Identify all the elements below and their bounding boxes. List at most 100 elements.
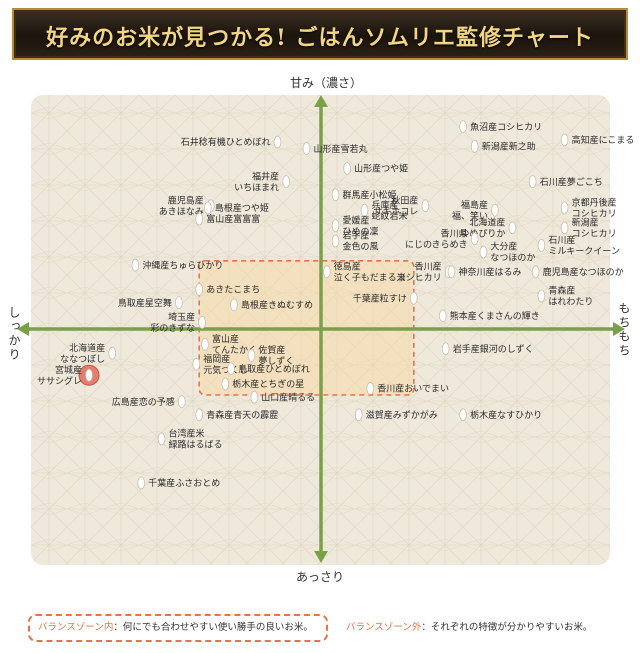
rice-point: 鳥取産星空舞: [118, 296, 183, 310]
rice-point-label: ひめの凜: [343, 225, 379, 237]
rice-point: 石川産夢ごこち: [528, 175, 603, 189]
rice-grain-marker: [331, 219, 340, 233]
rice-point-label: 広島産恋の予感: [112, 396, 175, 408]
rice-point-label: 山形産つや姫: [354, 163, 408, 175]
rice-grain-marker: [447, 265, 456, 279]
rice-point-label: 石川産夢ごこち: [540, 176, 603, 188]
rice-grain-marker: [354, 408, 363, 422]
rice-point-label: 鳥取産ひとめぼれ: [238, 363, 310, 375]
rice-point: 沖縄産ちゅらひかり: [131, 258, 223, 272]
rice-point-label: 栃木産なすひかり: [470, 409, 542, 421]
rice-point-label: いちほまれ: [234, 182, 279, 193]
rice-grain-marker: [192, 357, 201, 371]
rice-point-label: 鳥取産星空舞: [118, 297, 172, 309]
rice-grain-marker: [560, 221, 569, 235]
rice-grain-marker: [459, 408, 467, 422]
axis-label-top: 甘み（濃さ）: [290, 76, 363, 90]
rice-point-label: 滋賀産みずかがみ: [366, 409, 438, 421]
rice-point: 魚沼産コシヒカリ: [459, 120, 542, 133]
legend-balance-desc: ：何にでも合わせやすい使い勝手の良いお米。: [113, 622, 313, 633]
rice-point-label: 鹿児島産なつほのか: [543, 266, 624, 278]
rice-point-label: 金色の風: [343, 241, 379, 253]
legend-outside-desc: ：それぞれの特徴が分かりやすいお米。: [421, 622, 593, 633]
rice-grain-marker: [438, 309, 447, 323]
rice-point-label: 島根産つや姫: [215, 202, 269, 214]
rice-grain-marker: [157, 432, 166, 446]
rice-point: 千葉産ふさおとめ: [137, 476, 220, 490]
rice-point-label: 元気つくし: [203, 364, 248, 376]
rice-point: 高知産にこまる: [560, 133, 634, 147]
rice-point-label: 京都丹後産: [572, 197, 617, 209]
rice-grain-marker: [441, 342, 450, 356]
rice-grain-marker: [322, 265, 331, 279]
rice-point: 香川産おいでまい: [366, 381, 449, 395]
rice-point-label: 台湾産米: [169, 428, 205, 440]
rice-point-label: 青森産青天の霹靂: [206, 409, 278, 421]
rice-grain-marker: [247, 348, 256, 362]
rice-point-label: 福、笑い: [452, 210, 488, 222]
rice-grain-marker: [343, 161, 351, 175]
rice-point-label: 兵庫産: [372, 199, 399, 211]
rice-point-label: 石井稔有機ひとめぼれ: [181, 136, 271, 148]
rice-point-label: 秋田産: [391, 195, 418, 207]
rice-point: 広島産恋の予感: [112, 395, 186, 409]
rice-grain-marker: [479, 245, 488, 259]
rice-point-label: 夢しずく: [258, 355, 294, 367]
rice-point: 栃木産なすひかり: [459, 408, 542, 422]
rice-point-label: 香川産おいでまい: [377, 383, 449, 395]
rice-point: 島根産つや姫: [204, 201, 269, 215]
rice-point: 島根産きぬむすめ: [230, 298, 313, 312]
rice-grain-marker: [331, 188, 340, 202]
rice-grain-marker: [227, 362, 235, 376]
rice-point-label: 宮城産: [55, 364, 82, 376]
rice-point-label: あきほなみ: [159, 207, 204, 218]
rice-grain-marker: [230, 298, 238, 312]
rice-grain-marker: [108, 346, 116, 360]
rice-point-label: 群馬産小松姫: [343, 189, 397, 201]
rice-point-label: 富山産富富富: [206, 213, 260, 225]
rice-grain-marker: [250, 390, 259, 404]
rice-grain-marker: [470, 139, 479, 153]
y-axis-arrow-bottom: [314, 551, 328, 563]
rice-point-label: あきたこまち: [206, 285, 260, 296]
rice-grain-marker: [531, 265, 540, 279]
rice-grain-marker: [175, 296, 183, 310]
rice-grain-marker: [195, 408, 204, 422]
rice-point: 鹿児島産なつほのか: [531, 265, 624, 279]
rice-point-label: 佐賀産: [258, 344, 285, 356]
rice-point-label: 蛇紋岩米: [372, 210, 408, 222]
rice-point-label: 北海道産: [69, 342, 105, 354]
rice-point: 神奈川産はるみ: [447, 265, 522, 279]
rice-grain-marker: [302, 142, 311, 156]
rice-point-label: コシヒカリ: [397, 273, 442, 284]
rice-point-label: 富山産: [212, 333, 239, 345]
rice-point: 山形産雪若丸: [302, 142, 368, 156]
rice-point: 新潟産新之助: [470, 139, 536, 153]
rice-point-label: 彩のきずな: [150, 323, 195, 334]
rice-point-label: 岩手産銀河のしずく: [453, 343, 534, 355]
rice-point: 岩手産銀河のしずく: [441, 342, 534, 356]
x-axis-arrow-left: [17, 322, 29, 336]
rice-grain-marker: [537, 289, 546, 303]
rice-grain-marker: [360, 203, 369, 217]
rice-point-label: 魚沼産コシヒカリ: [470, 121, 542, 133]
rice-grain-marker: [85, 368, 93, 382]
rice-grain-marker: [508, 221, 517, 235]
rice-point-label: 千葉産ふさおとめ: [148, 477, 220, 489]
rice-point-label: ササシグレ: [37, 375, 82, 387]
rice-point-label: 緑路はるばる: [169, 439, 223, 451]
rice-point-label: 神奈川産はるみ: [459, 266, 522, 278]
legend-outside-zone: バランスゾーン外：それぞれの特徴が分かりやすいお米。: [346, 614, 592, 642]
rice-point-label: 新潟産: [572, 217, 599, 229]
